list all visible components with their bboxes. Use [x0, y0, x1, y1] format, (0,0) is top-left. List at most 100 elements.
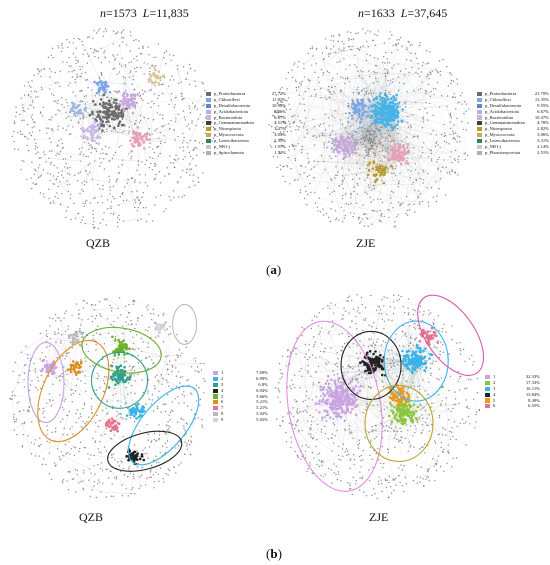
qzb-module-legend-item: 3 6.8% — [213, 382, 268, 388]
zje-caption-a: ZJE — [356, 236, 376, 250]
qzb-network-stats: n=1573 L=11,835 — [100, 6, 189, 21]
qzb-module-legend-item: 2 6.99% — [213, 376, 268, 382]
zje-phylum-legend-value: 6.67% — [537, 108, 549, 114]
zje-phylum-legend-label: p_Latescibacterota — [485, 138, 520, 144]
zje-phylum-legend-value: 2.14% — [537, 144, 549, 150]
qzb-phylum-legend-item: p_NB1-j 1.97% — [206, 144, 286, 150]
module-ellipse — [340, 330, 402, 400]
zje-phylum-legend-label: p_Planctomycetota — [485, 149, 521, 155]
zje-link-count: =37,645 — [407, 6, 448, 20]
qzb-module-legend-swatch — [213, 376, 218, 381]
zje-module-legend-item: 2 17.33% — [485, 380, 540, 386]
qzb-module-legend-item: 6 5.21% — [213, 399, 268, 405]
zje-network-stats: n=1633 L=37,645 — [358, 6, 447, 21]
zje-module-legend-label: 1 — [493, 374, 496, 379]
zje-module-legend-item: 6 6.55% — [485, 403, 540, 409]
qzb-phylum-legend-value: 8.26% — [274, 108, 286, 114]
zje-module-legend-swatch — [485, 392, 490, 397]
zje-phylum-legend-item: p_Gemmatimonadota 4.78% — [477, 120, 549, 126]
zje-phylum-legend-item: p_Chloroflexi 13.35% — [477, 97, 549, 103]
zje-phylum-legend-value: 13.35% — [534, 96, 549, 102]
qzb-caption-b: QZB — [79, 510, 103, 524]
module-ellipse — [127, 385, 200, 466]
zje-phylum-legend-swatch — [477, 127, 482, 132]
qzb-phylum-legend-swatch — [206, 115, 211, 120]
qzb-phylum-legend-value: 1.72% — [274, 149, 286, 155]
zje-module-legend: 1 32.33% 2 17.33% 3 16.11% 4 13.84% 5 8.49% 6 6.55% — [485, 374, 540, 409]
panel-a-label: (a) — [266, 262, 282, 277]
qzb-phylum-legend-item: p_Gemmatimonadota 4.51% — [206, 120, 286, 126]
qzb-phylum-legend-value: 4.51% — [274, 120, 286, 126]
qzb-phylum-legend-label: p_Myxococcota — [214, 132, 244, 138]
qzb-phylum-legend-item: p_Proteobacteria 27.72% — [206, 91, 286, 97]
module-ellipse — [364, 384, 434, 462]
module-ellipse — [37, 339, 110, 443]
qzb-module-legend: 1 7.69% 2 6.99% 3 6.8% 4 6.04% 5 5.66% 6 5.21% 7 5.21… — [213, 370, 268, 423]
qzb-link-count-symbol: L — [142, 6, 150, 20]
zje-phylum-legend-swatch — [477, 121, 482, 126]
qzb-phylum-legend-label: p_Proteobacteria — [214, 91, 246, 96]
zje-module-legend-swatch — [485, 398, 490, 403]
qzb-phylum-legend-item: p_Latescibacterota 2.35% — [206, 138, 286, 144]
panel-b-letter: b — [270, 546, 278, 561]
zje-phylum-legend-label: p_NB1-j — [485, 144, 502, 150]
qzb-module-legend-value: 5.02% — [256, 417, 268, 423]
qzb-module-legend-value: 5.66% — [256, 393, 268, 399]
qzb-module-legend-item: 9 5.02% — [213, 417, 268, 423]
qzb-phylum-legend-value: 11.82% — [272, 96, 286, 102]
qzb-module-legend-label: 8 — [221, 411, 224, 417]
qzb-module-legend-swatch — [213, 417, 218, 423]
zje-phylum-legend-swatch — [477, 138, 482, 144]
zje-phylum-legend-swatch — [477, 115, 482, 120]
module-ellipse — [417, 294, 485, 376]
qzb-module-legend-item: 8 5.02% — [213, 411, 268, 417]
zje-module-legend-item: 3 16.11% — [485, 386, 540, 392]
network-nodes — [11, 28, 215, 230]
panel-a-letter: a — [270, 262, 277, 277]
qzb-phylum-legend-item: p_Spirochaetota 1.72% — [206, 150, 286, 156]
qzb-phylum-legend-item: p_Nitrospirota 3.37% — [206, 126, 286, 132]
zje-phylum-legend-item: p_NB1-j 2.14% — [477, 144, 549, 150]
module-ellipse — [172, 303, 198, 345]
zje-phylum-legend-swatch — [477, 144, 482, 150]
zje-phylum-legend-item: p_Acidobacteriota 6.67% — [477, 109, 549, 115]
qzb-phylum-legend-item: p_Myxococcota 3.05% — [206, 132, 286, 138]
zje-phylum-legend-label: p_Chloroflexi — [485, 96, 511, 102]
zje-phylum-legend-swatch — [477, 109, 482, 114]
zje-module-legend-swatch — [485, 380, 490, 385]
qzb-phylum-legend-label: p_Bacteroidota — [214, 114, 243, 120]
qzb-node-count-symbol: n — [100, 6, 106, 20]
zje-phylum-legend-value: 9.55% — [537, 102, 549, 108]
qzb-phylum-legend-value: 1.97% — [274, 144, 286, 150]
qzb-phylum-legend-value: 3.05% — [274, 132, 286, 138]
qzb-module-legend-item: 7 5.21% — [213, 405, 268, 411]
qzb-module-legend-label: 3 — [221, 381, 224, 387]
zje-module-legend-label: 2 — [493, 379, 496, 385]
network-edges — [19, 31, 212, 224]
qzb-module-legend-label: 9 — [221, 417, 224, 423]
zje-phylum-legend-value: 21.70% — [534, 91, 549, 96]
zje-module-legend-swatch — [485, 404, 490, 409]
qzb-module-legend-item: 4 6.04% — [213, 388, 268, 394]
zje-phylum-legend-item: p_Proteobacteria 21.70% — [477, 91, 549, 97]
qzb-module-legend-label: 2 — [221, 375, 224, 381]
module-ellipse — [90, 351, 149, 409]
qzb-phylum-legend-label: p_Chloroflexi — [214, 96, 240, 102]
qzb-phylum-legend-label: p_Spirochaetota — [214, 149, 244, 155]
qzb-module-network — [9, 297, 206, 499]
zje-module-legend-value: 17.33% — [525, 379, 540, 385]
zje-phylum-legend-value: 3.31% — [537, 138, 549, 144]
zje-phylum-legend-value: 10.47% — [534, 114, 549, 120]
qzb-module-legend-swatch — [213, 382, 218, 387]
zje-phylum-legend-swatch — [477, 91, 482, 97]
zje-module-legend-item: 1 32.33% — [485, 374, 540, 380]
qzb-phylum-legend-value: 3.37% — [274, 126, 286, 132]
zje-module-legend-value: 16.11% — [526, 385, 540, 391]
zje-phylum-legend-value: 2.82% — [537, 126, 549, 132]
zje-phylum-legend-swatch — [477, 150, 482, 155]
qzb-phylum-legend-swatch — [206, 127, 211, 132]
qzb-phylum-legend-swatch — [206, 133, 211, 138]
zje-phylum-network — [268, 28, 470, 228]
zje-module-legend-value: 6.55% — [528, 403, 540, 409]
qzb-phylum-legend-swatch — [206, 91, 211, 97]
